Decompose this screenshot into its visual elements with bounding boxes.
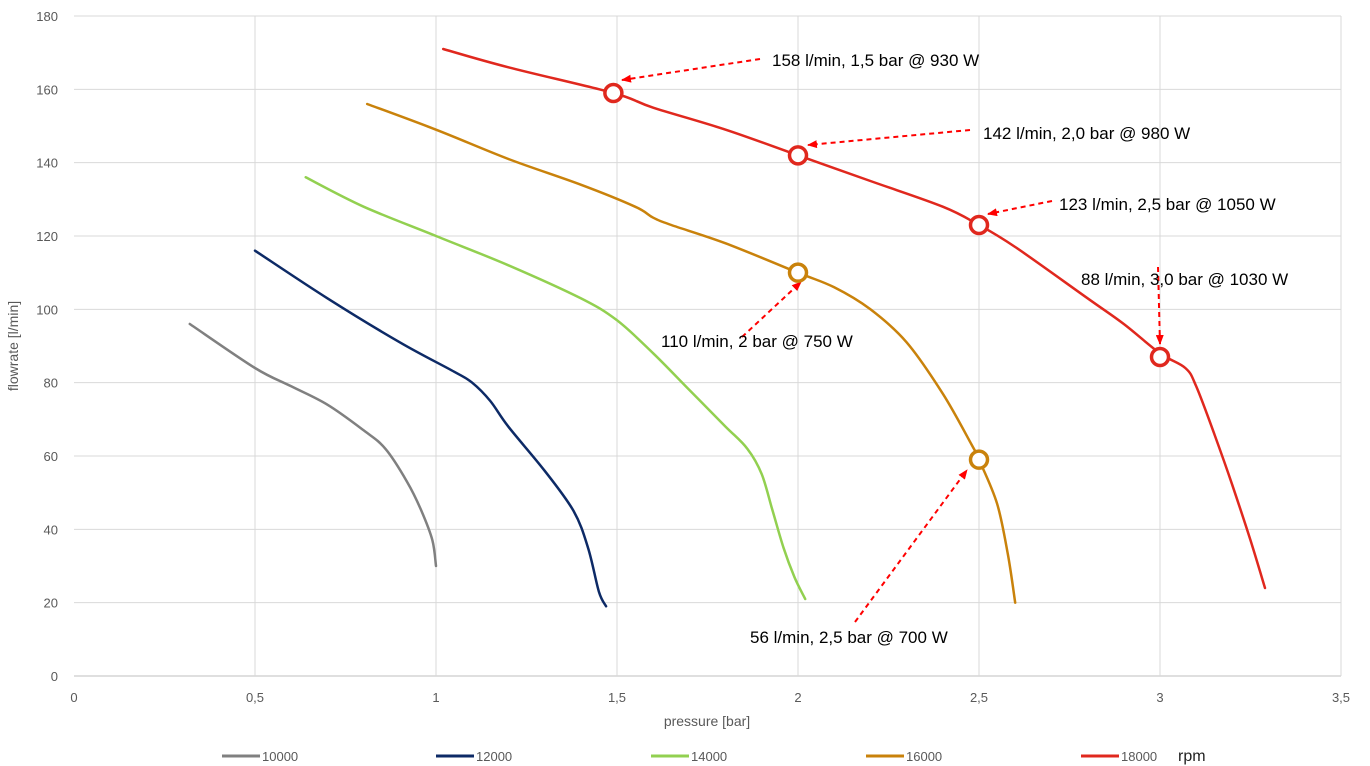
- annotation-label: 158 l/min, 1,5 bar @ 930 W: [772, 51, 979, 70]
- y-tick-label: 20: [44, 596, 58, 611]
- highlight-point: [968, 449, 990, 470]
- series-lines: [188, 47, 1267, 608]
- x-tick-label: 3: [1156, 690, 1163, 705]
- y-tick-label: 0: [51, 669, 58, 684]
- legend-label-16000: 16000: [906, 749, 942, 764]
- annotation-label: 123 l/min, 2,5 bar @ 1050 W: [1059, 195, 1276, 214]
- highlight-point: [1149, 346, 1171, 368]
- highlight-point: [787, 262, 809, 283]
- annotation-arrow: [987, 200, 1053, 217]
- x-tick-label: 2,5: [970, 690, 988, 705]
- annotation-label: 56 l/min, 2,5 bar @ 700 W: [750, 628, 948, 647]
- y-tick-label: 140: [36, 156, 58, 171]
- legend-label-18000: 18000: [1121, 749, 1157, 764]
- legend-label-12000: 12000: [476, 749, 512, 764]
- x-tick-label: 0,5: [246, 690, 264, 705]
- annotation-label: 142 l/min, 2,0 bar @ 980 W: [983, 124, 1190, 143]
- annotation-label: 88 l/min, 3,0 bar @ 1030 W: [1081, 270, 1288, 289]
- annotation-label: 110 l/min, 2 bar @ 750 W: [661, 332, 853, 351]
- annotation-arrow: [807, 129, 971, 149]
- x-tick-label: 3,5: [1332, 690, 1350, 705]
- series-line-10000: [188, 322, 438, 568]
- series-line-14000: [304, 176, 807, 601]
- x-axis-label: pressure [bar]: [664, 713, 750, 729]
- annotation-arrows: [621, 58, 1164, 623]
- annotations: 158 l/min, 1,5 bar @ 930 W 142 l/min, 2,…: [661, 51, 1288, 647]
- y-tick-label: 80: [44, 376, 58, 391]
- grid: [74, 15, 1342, 677]
- highlight-point: [603, 82, 624, 104]
- y-axis-ticks: 0 20 40 60 80 100 120 140 160 180: [36, 9, 58, 684]
- y-tick-label: 120: [36, 229, 58, 244]
- legend-label-10000: 10000: [262, 749, 298, 764]
- y-tick-label: 60: [44, 449, 58, 464]
- highlight-markers: [603, 82, 1171, 470]
- highlight-point: [787, 145, 809, 166]
- x-tick-label: 1: [432, 690, 439, 705]
- x-axis-ticks: 0 0,5 1 1,5 2 2,5 3 3,5: [70, 690, 1350, 705]
- y-tick-label: 160: [36, 82, 58, 97]
- annotation-arrow: [1155, 266, 1164, 345]
- series-line-12000: [253, 249, 608, 608]
- y-tick-label: 180: [36, 9, 58, 24]
- series-line-16000: [365, 102, 1017, 604]
- series-line-18000: [441, 47, 1267, 590]
- annotation-arrow: [741, 281, 802, 338]
- y-tick-label: 40: [44, 522, 58, 537]
- annotation-arrow: [854, 469, 968, 623]
- legend-unit-label: rpm: [1178, 748, 1206, 765]
- x-tick-label: 2: [794, 690, 801, 705]
- x-tick-label: 0: [70, 690, 77, 705]
- x-tick-label: 1,5: [608, 690, 626, 705]
- legend-label-14000: 14000: [691, 749, 727, 764]
- annotation-arrow: [621, 58, 761, 83]
- y-tick-label: 100: [36, 302, 58, 317]
- legend: 10000 12000 14000 16000 18000: [222, 749, 1157, 764]
- highlight-point: [968, 214, 990, 236]
- y-axis-label: flowrate [l/min]: [5, 301, 21, 391]
